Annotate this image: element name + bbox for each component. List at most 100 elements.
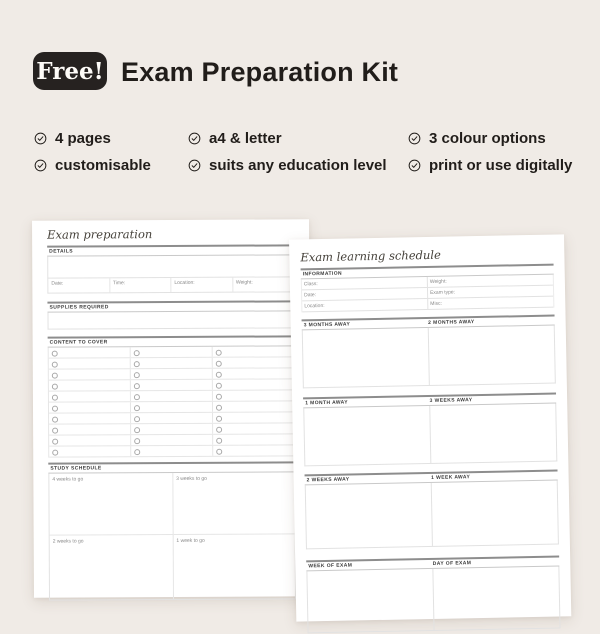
feature-label: print or use digitally: [429, 156, 573, 174]
checkbox-circle-icon: [133, 393, 140, 400]
checklist-cell: [213, 423, 294, 433]
checklist-cell: [213, 390, 294, 400]
checkbox-circle-icon: [133, 349, 140, 356]
promo-canvas: Free! Exam Preparation Kit 4 pages custo…: [32, 52, 572, 634]
checkbox-circle-icon: [52, 438, 59, 445]
timeline-section-3-2-months: 3 MONTHS AWAY 2 MONTHS AWAY: [301, 314, 556, 389]
timeline-cell: [433, 567, 559, 630]
checklist-cell: [213, 368, 294, 378]
check-circle-icon: [188, 159, 201, 171]
feature-paper-sizes: a4 & letter: [188, 129, 387, 147]
checkbox-circle-icon: [215, 349, 222, 356]
study-schedule-grid: 4 weeks to go 3 weeks to go 2 weeks to g…: [48, 472, 297, 601]
checklist-cell: [130, 357, 213, 369]
timeline-cell: [304, 405, 432, 466]
checklist-row: [49, 445, 295, 458]
checklist-cell: [49, 413, 132, 424]
feature-colour-options: 3 colour options: [408, 129, 572, 147]
field-location: Location:: [304, 302, 325, 310]
checkbox-circle-icon: [216, 415, 223, 422]
feature-print-digital: print or use digitally: [408, 156, 572, 174]
worksheet-title: Exam preparation: [47, 227, 153, 242]
checkbox-circle-icon: [216, 437, 223, 444]
feature-label: customisable: [55, 156, 151, 174]
checklist-cell: [213, 434, 294, 444]
worksheet-title: Exam learning schedule: [300, 247, 441, 265]
section-heading: INFORMATION: [302, 270, 343, 278]
feature-customisable: customisable: [34, 156, 151, 174]
section-heading: 3 MONTHS AWAY: [303, 321, 351, 329]
checkbox-circle-icon: [215, 360, 222, 367]
section-heading: 1 WEEK AWAY: [431, 474, 471, 481]
feature-label: 3 colour options: [429, 129, 546, 147]
section-heading: SUPPLIES REQUIRED: [49, 304, 109, 311]
schedule-cell-1-week: 1 week to go: [176, 537, 205, 544]
feature-pages: 4 pages: [34, 129, 151, 147]
checkbox-circle-icon: [134, 448, 141, 455]
checkbox-circle-icon: [133, 371, 140, 378]
checklist-cell: [131, 434, 214, 446]
checklist-cell: [48, 358, 131, 369]
timeline-cell: [429, 326, 555, 385]
details-fields-row: Date: Time: Location: Weight:: [47, 277, 295, 294]
section-heading: CONTENT TO COVER: [49, 339, 108, 346]
checklist-cell: [48, 380, 131, 391]
checkbox-circle-icon: [51, 372, 58, 379]
schedule-cell-3-weeks: 3 weeks to go: [173, 472, 295, 535]
timeline-cell: [305, 482, 433, 549]
checklist-cell: [130, 379, 213, 391]
exam-preparation-page: Exam preparation DETAILS Date: Time: Loc…: [32, 219, 311, 601]
feature-label: a4 & letter: [209, 129, 282, 147]
feature-column-1: 4 pages customisable: [34, 129, 151, 174]
checklist-cell: [48, 402, 132, 413]
checklist-cell: [213, 401, 294, 411]
timeline-cell: [302, 327, 430, 388]
learning-schedule-content: Exam learning schedule INFORMATION Class…: [300, 235, 561, 634]
field-location: Location:: [170, 277, 232, 293]
schedule-cell-2-weeks: 2 weeks to go: [49, 534, 174, 600]
checklist-cell: [130, 368, 213, 380]
timeline-section-exam-week-day: WEEK OF EXAM DAY OF EXAM: [306, 555, 561, 634]
checkbox-circle-icon: [134, 415, 141, 422]
checkbox-circle-icon: [215, 393, 222, 400]
feature-label: suits any education level: [209, 156, 387, 174]
checkbox-circle-icon: [215, 382, 222, 389]
checkbox-circle-icon: [133, 382, 140, 389]
section-heading: DAY OF EXAM: [432, 560, 472, 567]
checkbox-circle-icon: [51, 361, 58, 368]
checkbox-circle-icon: [51, 350, 58, 357]
field-weight: Weight:: [231, 277, 294, 292]
section-heading: STUDY SCHEDULE: [50, 465, 102, 472]
content-checklist: [47, 346, 296, 458]
timeline-box: [304, 480, 559, 550]
checklist-cell: [49, 424, 132, 435]
check-circle-icon: [34, 159, 47, 171]
checkbox-circle-icon: [216, 448, 223, 455]
feature-column-2: a4 & letter suits any education level: [188, 129, 387, 174]
checklist-cell: [130, 401, 214, 413]
checkbox-circle-icon: [133, 404, 141, 411]
timeline-cell: [430, 404, 556, 463]
timeline-box: [301, 325, 556, 389]
check-circle-icon: [188, 132, 201, 144]
feature-label: 4 pages: [55, 129, 111, 147]
section-heading: 2 MONTHS AWAY: [428, 319, 475, 326]
schedule-cell-4-weeks: 4 weeks to go: [49, 472, 174, 536]
checklist-cell: [131, 423, 214, 435]
section-heading: WEEK OF EXAM: [308, 562, 353, 570]
checkbox-circle-icon: [51, 383, 58, 390]
checkbox-circle-icon: [134, 437, 141, 444]
supplies-notes-box: [47, 311, 295, 330]
checklist-cell: [130, 346, 213, 358]
learning-schedule-page: Exam learning schedule INFORMATION Class…: [289, 234, 572, 634]
checklist-cell: [213, 445, 294, 455]
checklist-cell: [131, 412, 214, 424]
free-badge: Free!: [33, 52, 107, 90]
checkbox-circle-icon: [52, 449, 59, 456]
checklist-cell: [48, 391, 131, 402]
exam-preparation-content: Exam preparation DETAILS Date: Time: Loc…: [47, 219, 297, 601]
feature-education-level: suits any education level: [188, 156, 387, 174]
kit-title: Exam Preparation Kit: [121, 57, 399, 87]
details-notes-box: [47, 255, 295, 279]
checklist-cell: [49, 446, 132, 457]
